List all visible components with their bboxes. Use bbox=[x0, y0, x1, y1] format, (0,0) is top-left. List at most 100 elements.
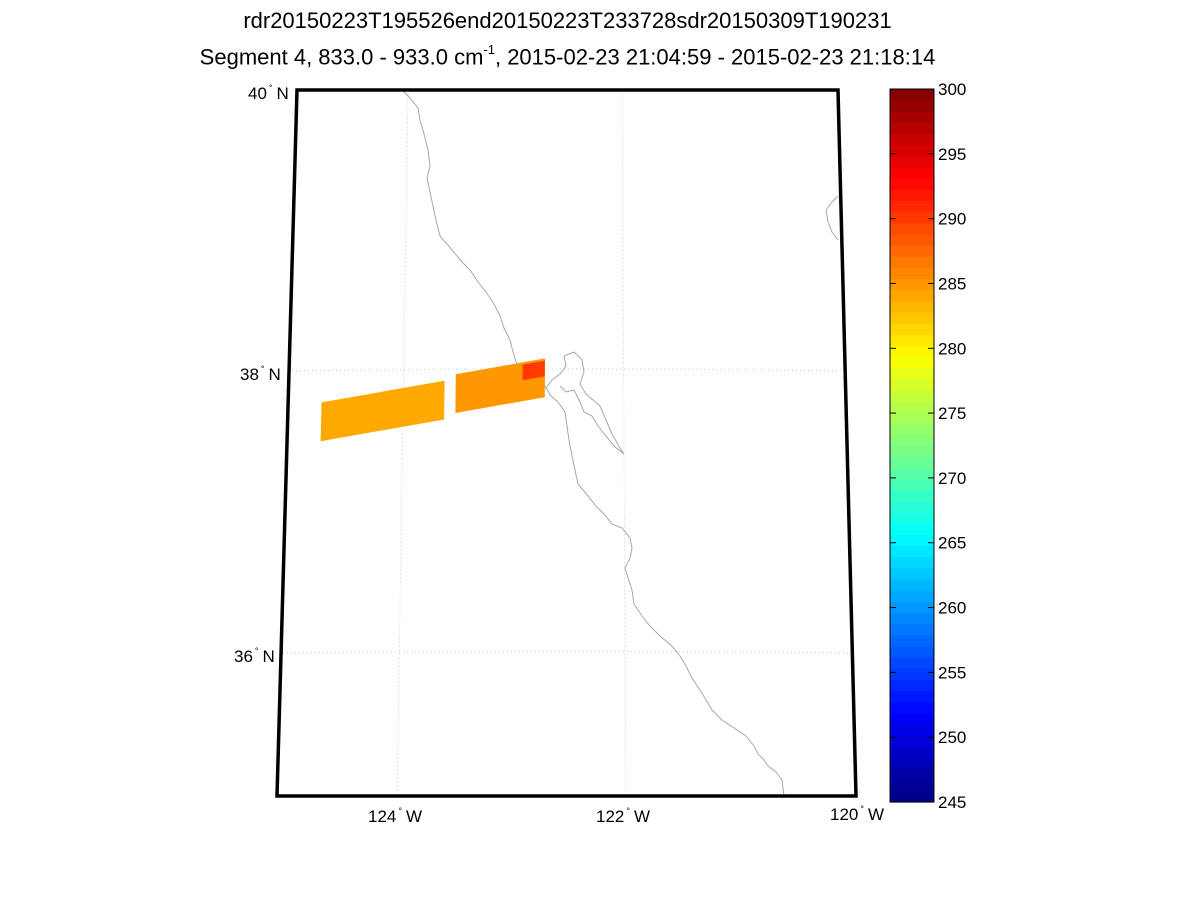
colorbar-tick-label: 245 bbox=[938, 793, 966, 812]
colorbar-band bbox=[890, 668, 934, 681]
colorbar-band bbox=[890, 467, 934, 480]
colorbar-band bbox=[890, 211, 934, 224]
colorbar-tick-label: 265 bbox=[938, 534, 966, 553]
map-frame bbox=[275, 88, 858, 798]
colorbar-band bbox=[890, 556, 934, 569]
colorbar-band bbox=[890, 646, 934, 658]
swath-granule bbox=[455, 358, 545, 413]
colorbar-band bbox=[890, 501, 934, 513]
colorbar-band bbox=[890, 178, 934, 190]
colorbar-band bbox=[890, 300, 934, 313]
lat-label-38: 38 ° N bbox=[240, 364, 281, 384]
colorbar-band bbox=[890, 657, 934, 669]
figure-subtitle: Segment 4, 833.0 - 933.0 cm-1, 2015-02-2… bbox=[0, 42, 1135, 70]
subtitle-prefix: Segment 4, 833.0 - 933.0 cm bbox=[199, 44, 484, 70]
colorbar-band bbox=[890, 423, 934, 435]
colorbar-band bbox=[890, 233, 934, 246]
graticule bbox=[282, 90, 852, 796]
coastline bbox=[401, 90, 839, 796]
lat-label-36: 36 ° N bbox=[234, 646, 275, 666]
colorbar-band bbox=[890, 790, 934, 803]
swath-granule bbox=[320, 380, 445, 442]
colorbar-ticks: 300 295 290 285 280 275 270 265 260 255 250 245 bbox=[890, 80, 966, 812]
colorbar-band bbox=[890, 311, 934, 324]
colorbar-band bbox=[890, 579, 934, 591]
colorbar-band bbox=[890, 523, 934, 536]
colorbar-band bbox=[890, 155, 934, 168]
colorbar-band bbox=[890, 389, 934, 402]
colorbar-band bbox=[890, 534, 934, 547]
colorbar-band bbox=[890, 601, 934, 614]
colorbar-band bbox=[890, 623, 934, 636]
colorbar-bands bbox=[890, 89, 934, 803]
colorbar-band bbox=[890, 568, 934, 580]
colorbar-frame bbox=[889, 88, 935, 803]
figure-title: rdr20150223T195526end20150223T233728sdr2… bbox=[243, 8, 892, 33]
colorbar-band bbox=[890, 244, 934, 257]
colorbar-band bbox=[890, 746, 934, 759]
colorbar-band bbox=[890, 757, 934, 770]
colorbar-band bbox=[890, 100, 934, 112]
colorbar-band bbox=[890, 89, 934, 101]
colorbar-tick-label: 250 bbox=[938, 728, 966, 747]
colorbar-band bbox=[890, 111, 934, 124]
colorbar-band bbox=[890, 289, 934, 302]
colorbar-band bbox=[890, 456, 934, 469]
colorbar-band bbox=[890, 400, 934, 413]
colorbar-tick-label: 290 bbox=[938, 210, 966, 229]
colorbar-band bbox=[890, 278, 934, 291]
colorbar-band bbox=[890, 200, 934, 213]
colorbar-band bbox=[890, 701, 934, 714]
coastline-bay bbox=[545, 351, 625, 455]
colorbar-band bbox=[890, 412, 934, 424]
lon-label-122: 122 ° W bbox=[596, 806, 650, 826]
swath-granule bbox=[522, 360, 545, 381]
colorbar-band bbox=[890, 512, 934, 525]
colorbar-band bbox=[890, 779, 934, 792]
colorbar-tick-label: 295 bbox=[938, 145, 966, 164]
swath-layer bbox=[320, 358, 545, 442]
colorbar-band bbox=[890, 490, 934, 502]
colorbar: 300 295 290 285 280 275 270 265 260 255 250 245 bbox=[889, 80, 966, 812]
colorbar-band bbox=[890, 356, 934, 369]
colorbar-band bbox=[890, 166, 934, 179]
colorbar-band bbox=[890, 345, 934, 357]
graticule-meridian-124 bbox=[396, 90, 409, 796]
colorbar-band bbox=[890, 222, 934, 235]
lon-labels: 124 ° W 122 ° W 120 ° W bbox=[368, 804, 884, 826]
colorbar-band bbox=[890, 679, 934, 692]
colorbar-tick-label: 285 bbox=[938, 274, 966, 293]
graticule-meridian-122 bbox=[621, 90, 627, 796]
colorbar-band bbox=[890, 334, 934, 346]
colorbar-band bbox=[890, 122, 934, 135]
colorbar-band bbox=[890, 133, 934, 146]
colorbar-band bbox=[890, 378, 934, 391]
colorbar-tick-label: 255 bbox=[938, 663, 966, 682]
graticule-parallel-38 bbox=[287, 368, 847, 372]
colorbar-band bbox=[890, 712, 934, 725]
colorbar-band bbox=[890, 724, 934, 736]
colorbar-band bbox=[890, 634, 934, 647]
colorbar-tick-label: 260 bbox=[938, 599, 966, 618]
colorbar-tick-label: 300 bbox=[938, 80, 966, 99]
colorbar-band bbox=[890, 434, 934, 447]
lon-label-124: 124 ° W bbox=[368, 806, 422, 826]
colorbar-band bbox=[890, 590, 934, 603]
colorbar-band bbox=[890, 367, 934, 380]
colorbar-band bbox=[890, 445, 934, 458]
colorbar-band bbox=[890, 322, 934, 335]
colorbar-tick-label: 275 bbox=[938, 404, 966, 423]
colorbar-band bbox=[890, 267, 934, 279]
colorbar-band bbox=[890, 690, 934, 703]
coastline-lake-tahoe bbox=[825, 195, 839, 241]
colorbar-tick-label: 270 bbox=[938, 469, 966, 488]
graticule-parallel-36 bbox=[282, 651, 852, 654]
colorbar-band bbox=[890, 478, 934, 491]
colorbar-band bbox=[890, 189, 934, 202]
colorbar-band bbox=[890, 735, 934, 747]
coastline-main bbox=[401, 90, 785, 796]
colorbar-band bbox=[890, 768, 934, 781]
subtitle-suffix: , 2015-02-23 21:04:59 - 2015-02-23 21:18… bbox=[494, 44, 936, 70]
